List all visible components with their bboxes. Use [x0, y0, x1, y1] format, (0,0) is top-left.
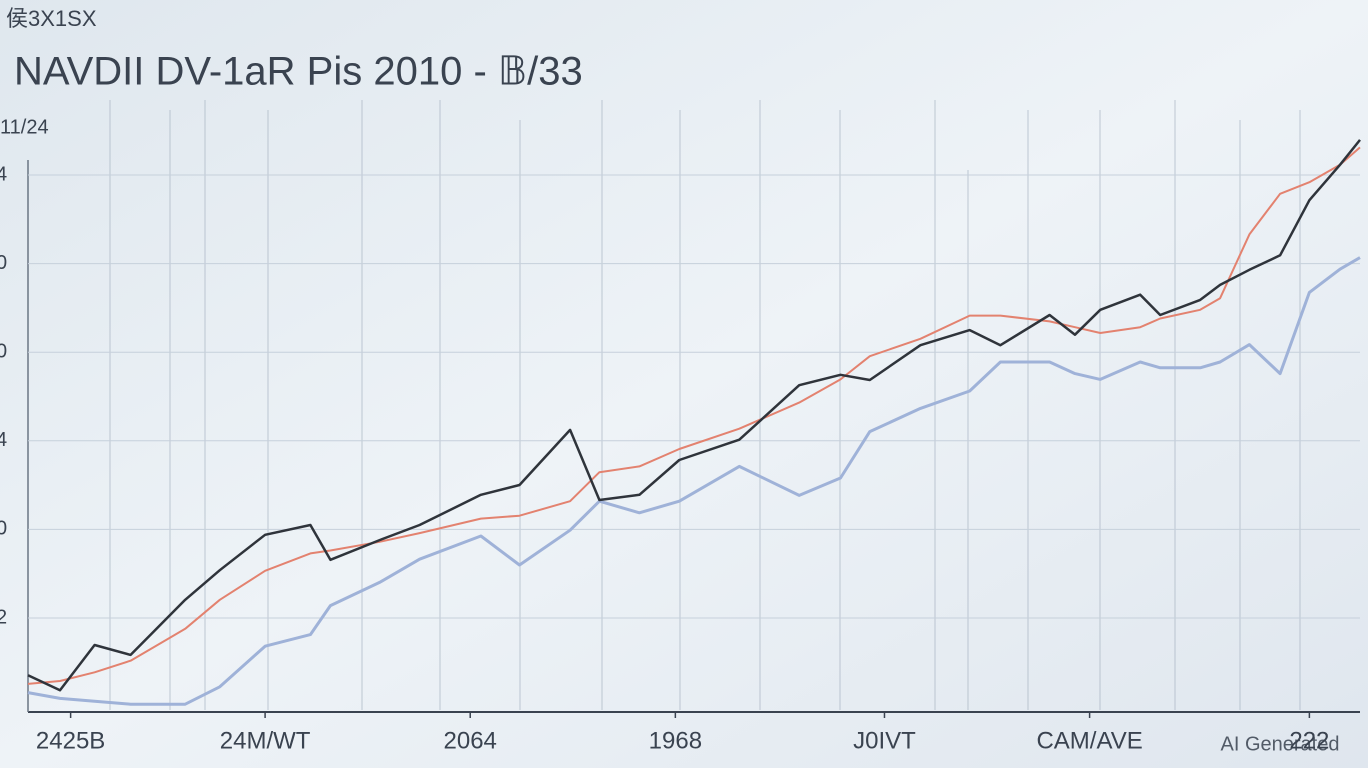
y-tick-label: 2 — [0, 606, 7, 628]
y-tick-label: 4 — [0, 163, 7, 185]
x-tick-label: 24M/WT — [220, 727, 311, 754]
chart-title: NAVDII DV-1aR Pis 2010 - 𝔹/33 — [14, 50, 583, 94]
x-tick-label: 222 — [1289, 727, 1329, 754]
x-tick-label: 2064 — [444, 727, 497, 754]
y-tick-label: 0 — [0, 340, 7, 362]
series-line — [27, 146, 1361, 685]
y-tick-label: 0 — [0, 252, 7, 274]
x-tick-label: 2425B — [36, 727, 105, 754]
series-line — [27, 256, 1361, 706]
x-tick-label: 1968 — [649, 727, 702, 754]
x-tick-label: CAM/AVE — [1036, 727, 1142, 754]
x-tick-label: J0IVT — [853, 727, 916, 754]
subtitle: 11/24 — [0, 116, 49, 138]
series-line — [27, 139, 1361, 692]
corner-label: 侯3X1SX — [6, 6, 97, 31]
vertical-grid — [109, 100, 1301, 710]
y-tick-label: 4 — [0, 429, 7, 451]
watermark: AI Generated — [1221, 733, 1340, 755]
y-tick-label: 0 — [0, 518, 7, 540]
